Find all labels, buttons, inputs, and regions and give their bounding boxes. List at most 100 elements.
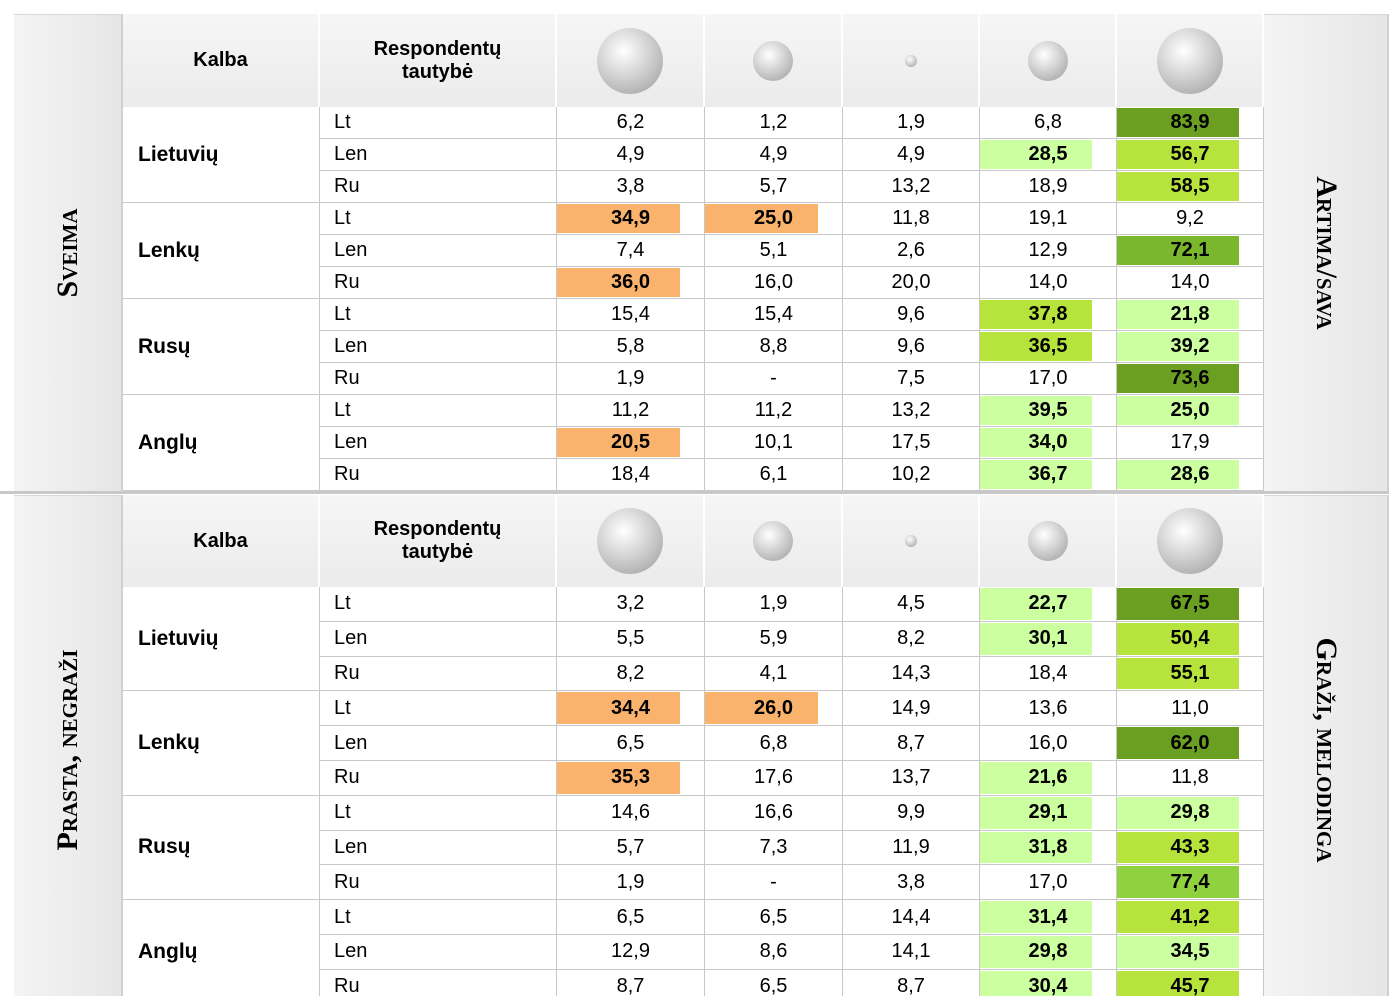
respondent-cell: Ru <box>320 171 557 203</box>
highlight <box>980 622 1092 655</box>
highlight <box>557 692 680 725</box>
value-text: 77,4 <box>1170 870 1210 893</box>
value-text: 2,6 <box>897 239 925 261</box>
value-text: 17,0 <box>1028 367 1068 389</box>
value-cell: 8,2 <box>843 621 980 657</box>
value-text: 1,9 <box>616 870 645 893</box>
sphere-icon <box>753 521 793 561</box>
value-text: 3,8 <box>897 870 925 893</box>
header-kalba: Kalba <box>123 14 320 107</box>
value-cell: 8,2 <box>557 656 705 692</box>
sphere-icon <box>1027 521 1068 561</box>
respondent-cell: Lt <box>320 107 557 139</box>
highlight <box>705 692 818 725</box>
value-cell: 36,7 <box>980 459 1117 491</box>
value-text: - <box>770 367 777 389</box>
respondent-cell: Len <box>320 139 557 171</box>
header-tautybe: Respondentų tautybė <box>320 495 557 587</box>
value-cell: 31,8 <box>980 830 1117 866</box>
value-text: 16,0 <box>1028 731 1068 754</box>
value-cell: 28,5 <box>980 139 1117 171</box>
highlight <box>1117 866 1239 899</box>
value-cell: 3,2 <box>557 587 705 622</box>
value-cell: 30,1 <box>980 621 1117 657</box>
highlight <box>980 588 1092 620</box>
value-cell: 11,0 <box>1117 691 1264 727</box>
highlight <box>1117 140 1239 169</box>
value-cell: 1,9 <box>557 363 705 395</box>
value-cell: 18,4 <box>557 459 705 491</box>
value-text: 14,6 <box>611 801 650 824</box>
value-text: 3,8 <box>616 175 645 197</box>
value-cell: - <box>705 363 843 395</box>
value-text: 36,5 <box>1028 335 1068 357</box>
value-cell: 73,6 <box>1117 363 1264 395</box>
value-cell: 34,5 <box>1117 935 1264 970</box>
value-text: 4,9 <box>616 143 645 165</box>
value-text: 8,7 <box>616 975 645 996</box>
value-cell: 6,2 <box>557 107 705 139</box>
value-text: 13,2 <box>891 175 931 197</box>
value-cell: 18,9 <box>980 171 1117 203</box>
value-text: 26,0 <box>754 696 793 719</box>
header-sphere-cell <box>980 495 1117 587</box>
value-cell: 6,5 <box>705 900 843 935</box>
value-cell: 20,5 <box>557 427 705 459</box>
value-cell: 9,6 <box>843 299 980 331</box>
value-cell: 43,3 <box>1117 830 1264 866</box>
value-text: 22,7 <box>1028 592 1068 615</box>
value-cell: 6,8 <box>980 107 1117 139</box>
value-text: 5,1 <box>759 239 788 261</box>
value-cell: 1,9 <box>705 587 843 622</box>
value-text: 34,0 <box>1028 431 1068 453</box>
value-text: 6,8 <box>759 731 788 754</box>
value-cell: 14,1 <box>843 935 980 970</box>
value-text: 25,0 <box>1170 399 1210 421</box>
value-text: 73,6 <box>1170 367 1210 389</box>
value-cell: 58,5 <box>1117 171 1264 203</box>
value-text: 18,4 <box>1028 661 1068 684</box>
value-text: 13,2 <box>891 399 931 421</box>
header-sphere-cell <box>1117 14 1264 107</box>
value-cell: 17,6 <box>705 761 843 796</box>
value-text: 14,1 <box>891 940 931 963</box>
value-cell: 67,5 <box>1117 587 1264 622</box>
value-text: 39,2 <box>1170 335 1210 357</box>
value-cell: 62,0 <box>1117 726 1264 761</box>
value-text: 36,7 <box>1028 463 1068 485</box>
value-text: 1,9 <box>897 111 925 133</box>
value-cell: 28,6 <box>1117 459 1264 491</box>
group-label: Lietuvių <box>123 587 320 692</box>
value-text: 1,2 <box>759 111 788 133</box>
respondent-cell: Len <box>320 726 557 761</box>
highlight <box>1117 727 1239 759</box>
respondent-cell: Len <box>320 621 557 657</box>
highlight <box>1117 796 1239 829</box>
value-text: 1,9 <box>616 367 645 389</box>
value-text: 39,5 <box>1028 399 1068 421</box>
header-sphere-cell <box>843 14 980 107</box>
group-label: Anglų <box>123 395 320 491</box>
value-text: 16,6 <box>754 801 793 824</box>
respondent-cell: Ru <box>320 969 557 996</box>
side-label-box: Artima/sava <box>1264 14 1389 491</box>
value-cell: 7,3 <box>705 830 843 866</box>
value-text: 34,4 <box>611 696 650 719</box>
value-cell: 5,1 <box>705 235 843 267</box>
value-cell: 4,9 <box>557 139 705 171</box>
value-text: 6,8 <box>1034 111 1062 133</box>
highlight <box>980 970 1092 996</box>
respondent-cell: Lt <box>320 587 557 622</box>
value-text: 43,3 <box>1170 835 1210 858</box>
value-cell: 16,0 <box>705 267 843 299</box>
highlight <box>557 428 680 457</box>
header-sphere-cell <box>1117 495 1264 587</box>
value-text: 9,2 <box>1176 207 1204 229</box>
value-text: 37,8 <box>1028 303 1068 325</box>
value-text: 5,8 <box>616 335 645 357</box>
value-cell: 5,9 <box>705 621 843 657</box>
highlight <box>1117 300 1239 329</box>
value-cell: 17,9 <box>1117 427 1264 459</box>
header-kalba: Kalba <box>123 495 320 587</box>
